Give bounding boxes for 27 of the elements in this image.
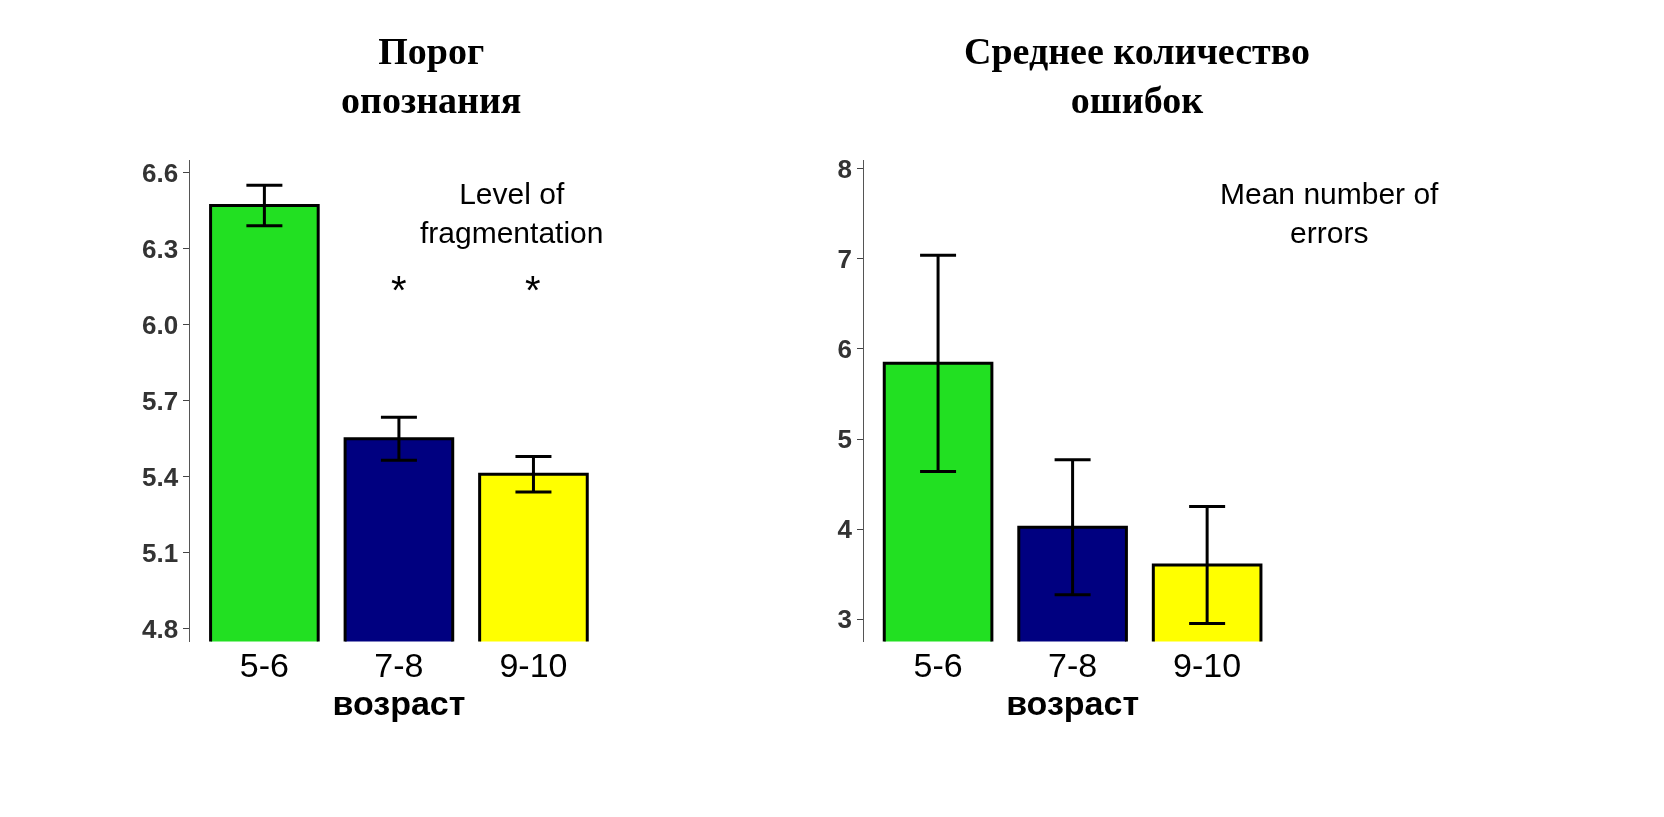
x-tick-label: 9-10 — [499, 645, 568, 684]
y-tick-label: 3 — [837, 604, 852, 635]
annotation: * — [391, 268, 407, 312]
y-tick-label: 5.4 — [142, 461, 179, 492]
x-axis-title: возраст — [1006, 683, 1140, 722]
x-tick-label: 7-8 — [374, 645, 424, 684]
annotation: Mean number of errors — [1220, 177, 1440, 249]
y-tick-label: 5.7 — [142, 385, 179, 416]
x-axis-title: возраст — [332, 683, 466, 722]
annotation: Level of fragmentation — [420, 177, 604, 249]
y-tick-label: 8 — [837, 153, 852, 184]
y-tick-label: 6.3 — [142, 233, 179, 264]
y-tick-label: 4.8 — [142, 614, 179, 645]
y-tick-label: 6 — [837, 334, 852, 365]
y-tick-label: 5 — [837, 424, 852, 455]
x-tick-label: 5-6 — [913, 645, 963, 684]
y-tick-label: 5.1 — [142, 537, 179, 568]
y-tick-label: 6.6 — [142, 157, 179, 188]
annotation: * — [525, 268, 541, 312]
chart-title: Порог опознания — [341, 30, 522, 122]
x-tick-label: 7-8 — [1048, 645, 1098, 684]
chart-title: Среднее количество ошибок — [964, 30, 1310, 122]
y-tick-label: 6.0 — [142, 309, 179, 340]
y-tick-label: 4 — [837, 514, 853, 545]
x-tick-label: 5-6 — [239, 645, 289, 684]
y-tick-label: 7 — [837, 244, 852, 275]
x-tick-label: 9-10 — [1173, 645, 1242, 684]
